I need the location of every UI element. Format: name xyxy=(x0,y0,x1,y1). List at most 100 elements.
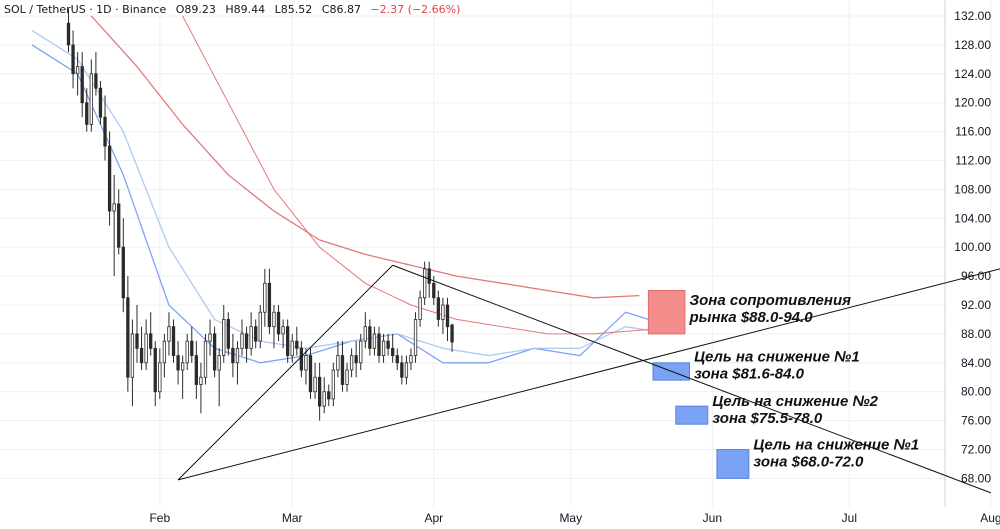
candle-body xyxy=(212,333,217,371)
candle-body xyxy=(377,333,381,356)
candle-body xyxy=(331,369,335,400)
candle-body xyxy=(126,297,130,378)
trendline[interactable] xyxy=(177,268,1000,481)
zone-annotation: Цель на снижение №1 зона $68.0-72.0 xyxy=(753,437,919,471)
y-tick-label: 112.00 xyxy=(955,154,991,168)
candle-body xyxy=(194,355,199,385)
x-tick-label: Jul xyxy=(842,511,857,525)
candle-body xyxy=(180,362,185,371)
candle-body xyxy=(185,340,189,364)
x-tick-label: Feb xyxy=(149,511,170,525)
candle-body xyxy=(304,355,308,371)
zone-annotation: Цель на снижение №2 зона $75.5-78.0 xyxy=(712,393,878,427)
candle-body xyxy=(89,73,93,125)
candle-body xyxy=(281,326,285,335)
candle-body xyxy=(400,362,404,378)
y-tick-label: 132.00 xyxy=(954,9,991,23)
candle-body xyxy=(222,319,226,356)
symbol-info: SOL / TetherUS · 1D · Binance O89.23 H89… xyxy=(4,3,466,16)
candle-body xyxy=(308,355,313,393)
candle-body xyxy=(322,391,326,407)
candle-body xyxy=(103,116,107,147)
candle-body xyxy=(121,246,125,299)
candle-body xyxy=(203,340,208,378)
y-tick-label: 76.00 xyxy=(961,414,991,428)
y-tick-label: 124.00 xyxy=(954,67,991,81)
candle-body xyxy=(153,347,157,393)
target-zone xyxy=(716,449,750,479)
candle-body xyxy=(450,324,454,343)
candle-body xyxy=(263,282,267,313)
candle-body xyxy=(130,333,135,378)
candle-body xyxy=(171,326,176,356)
trendline[interactable] xyxy=(392,264,992,494)
annotation-line: зона $81.6-84.0 xyxy=(694,365,805,382)
candle-body xyxy=(94,73,98,89)
ma-line-2 xyxy=(31,29,649,357)
resistance-zone xyxy=(647,290,686,335)
close-value: C86.87 xyxy=(321,3,361,16)
candle-body xyxy=(208,333,212,342)
y-tick-label: 72.00 xyxy=(961,443,991,457)
zone-annotation: Цель на снижение №1 зона $81.6-84.0 xyxy=(694,348,860,382)
candle-body xyxy=(299,347,304,371)
candle-body xyxy=(286,326,290,356)
annotation-line: Цель на снижение №1 xyxy=(694,348,860,365)
candle-body xyxy=(432,282,436,299)
candle-body xyxy=(258,311,262,342)
candle-body xyxy=(423,268,427,299)
y-tick-label: 116.00 xyxy=(955,125,991,139)
candle-body xyxy=(345,369,349,385)
annotation-line: Зона сопротивления xyxy=(689,292,851,309)
candle-body xyxy=(372,333,377,349)
candle-body xyxy=(327,391,331,400)
candle-body xyxy=(158,362,162,393)
trendline[interactable] xyxy=(177,264,394,481)
candle-body xyxy=(75,66,80,75)
candle-body xyxy=(66,22,71,46)
candle-body xyxy=(244,333,249,349)
target-zone xyxy=(675,405,709,425)
zone-annotation: Зона сопротивления рынка $88.0-94.0 xyxy=(688,292,851,326)
candle-body xyxy=(441,304,445,320)
candle-body xyxy=(85,102,89,125)
candle-body xyxy=(295,340,299,349)
x-tick-label: Jun xyxy=(703,511,722,525)
candle-body xyxy=(98,87,103,118)
candle-body xyxy=(427,268,431,284)
candle-body xyxy=(391,347,395,356)
candle-body xyxy=(167,326,171,342)
y-tick-label: 96.00 xyxy=(961,269,991,283)
y-tick-label: 84.00 xyxy=(961,356,991,370)
candle-body xyxy=(107,145,112,212)
y-tick-label: 80.00 xyxy=(961,385,991,399)
candle-body xyxy=(336,355,340,371)
y-tick-label: 68.00 xyxy=(961,471,991,485)
candle-body xyxy=(386,340,390,349)
y-tick-label: 104.00 xyxy=(954,211,991,225)
open-value: O89.23 xyxy=(175,3,216,16)
candle-body xyxy=(381,340,386,356)
candle-body xyxy=(112,203,116,212)
symbol-label: SOL / TetherUS · 1D · Binance xyxy=(4,3,167,16)
candle-body xyxy=(267,282,272,328)
ma-line-3 xyxy=(90,15,640,299)
candle-body xyxy=(313,376,317,393)
y-tick-label: 120.00 xyxy=(954,96,991,110)
ma-line-1 xyxy=(31,44,649,364)
annotation-line: рынка $88.0-94.0 xyxy=(688,309,813,326)
x-tick-label: Apr xyxy=(424,511,443,525)
candle-body xyxy=(404,362,409,378)
candle-body xyxy=(272,311,276,328)
y-tick-label: 100.00 xyxy=(954,240,991,254)
ma-line-4 xyxy=(182,15,649,335)
candle-body xyxy=(226,319,230,349)
candle-body xyxy=(445,304,450,328)
y-tick-label: 88.00 xyxy=(961,327,991,341)
candle-body xyxy=(340,355,345,385)
candle-body xyxy=(149,333,153,349)
y-tick-label: 128.00 xyxy=(954,38,991,52)
candle-body xyxy=(235,347,240,364)
candle-body xyxy=(176,355,180,371)
